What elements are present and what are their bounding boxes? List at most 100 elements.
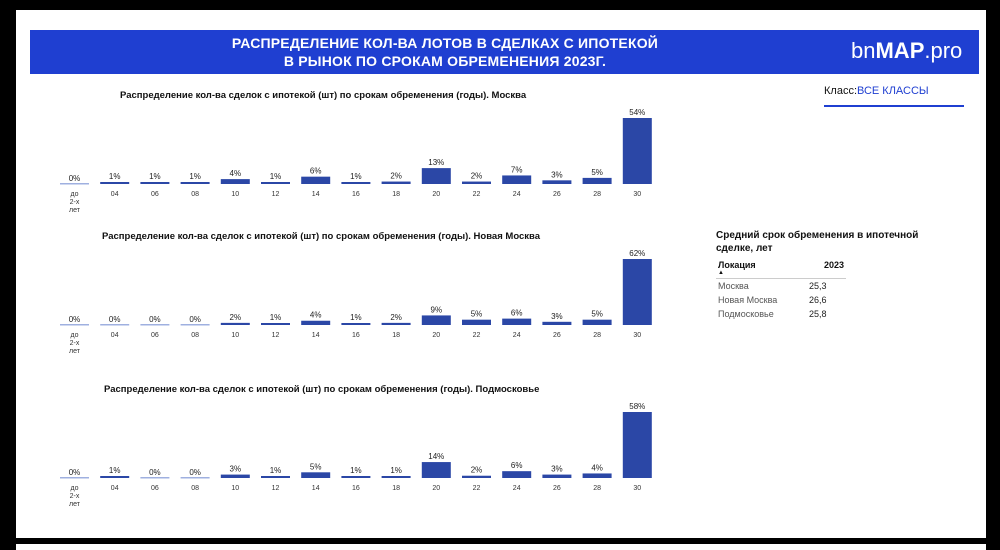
data-label: 1%	[350, 466, 362, 475]
chart-title-new-moscow: Распределение кол-ва сделок с ипотекой (…	[102, 231, 541, 242]
bar	[462, 181, 491, 184]
next-slide-edge	[16, 544, 986, 550]
data-label: 2%	[471, 466, 483, 475]
data-label: 0%	[189, 315, 201, 324]
data-label: 2%	[471, 172, 483, 181]
bar	[301, 472, 331, 478]
data-label: 54%	[629, 108, 645, 117]
row-location: Новая Москва	[718, 295, 778, 305]
x-tick-label: 08	[191, 191, 199, 198]
data-label: 0%	[69, 315, 81, 324]
bar	[60, 183, 89, 185]
bar	[341, 323, 371, 325]
bar	[622, 259, 652, 325]
bar	[180, 324, 210, 326]
x-tick-label: 26	[553, 191, 561, 198]
chart-moscow-svg: 0% до 2-х лет 1% 04 1% 06 1% 08 4% 10 1% 12 6% 14 1% 16 2%…	[60, 108, 652, 214]
avg-term-title: Средний срок обременения в ипотечной сде…	[716, 230, 919, 254]
x-tick-label: 26	[553, 485, 561, 492]
data-label: 9%	[431, 305, 443, 314]
data-label: 1%	[270, 466, 282, 475]
data-label: 0%	[69, 468, 81, 477]
data-label: 2%	[390, 313, 402, 322]
x-tick-label: 28	[593, 485, 601, 492]
row-value: 26,6	[809, 295, 827, 305]
x-tick-label: 22	[473, 332, 481, 339]
data-label: 2%	[390, 172, 402, 181]
data-label: 1%	[350, 313, 362, 322]
data-label: 0%	[149, 468, 161, 477]
bar	[542, 474, 572, 478]
bar	[582, 473, 612, 478]
bar	[582, 319, 612, 325]
data-label: 6%	[511, 461, 523, 470]
table-row: Москва 25,3	[716, 279, 846, 293]
data-label: 3%	[230, 465, 242, 474]
chart-moscow: 0% до 2-х лет 1% 04 1% 06 1% 08 4% 10 1% 12 6% 14 1% 16 2%…	[56, 106, 696, 226]
slide: РАСПРЕДЕЛЕНИЕ КОЛ-ВА ЛОТОВ В СДЕЛКАХ С И…	[16, 10, 986, 538]
bar	[341, 476, 371, 478]
logo-suffix: .pro	[924, 38, 963, 63]
x-tick-label: 22	[473, 191, 481, 198]
chart-title-moscow: Распределение кол-ва сделок с ипотекой (…	[120, 90, 527, 101]
data-label: 1%	[270, 172, 282, 181]
bar	[261, 323, 290, 325]
data-label: 3%	[551, 170, 563, 179]
class-filter-value[interactable]: ВСЕ КЛАССЫ	[857, 85, 929, 97]
x-tick-label: 30	[633, 485, 641, 492]
table-row: Подмосковье 25,8	[716, 307, 846, 321]
row-location: Москва	[718, 281, 749, 291]
bar	[220, 322, 250, 325]
sort-up-icon[interactable]: ▲	[718, 270, 724, 276]
col-location-header[interactable]: Локация ▲	[718, 260, 756, 278]
x-tick-label: 18	[392, 485, 400, 492]
x-tick-label: 10	[231, 485, 239, 492]
data-label: 4%	[591, 463, 603, 472]
bar	[622, 118, 652, 184]
x-tick-label: 24	[513, 485, 521, 492]
x-tick-label: 08	[191, 332, 199, 339]
logo-prefix: bn	[851, 38, 876, 63]
bar	[502, 471, 532, 478]
x-tick-label: 06	[151, 332, 159, 339]
data-label: 3%	[551, 465, 563, 474]
x-tick-label: 30	[633, 191, 641, 198]
bar	[542, 180, 572, 184]
x-tick-label: 14	[312, 332, 320, 339]
bar	[381, 181, 411, 184]
bar	[542, 321, 572, 325]
bar	[100, 476, 130, 478]
data-label: 4%	[310, 311, 322, 320]
bar	[381, 322, 411, 325]
x-tick-label: 10	[231, 332, 239, 339]
data-label: 13%	[428, 158, 444, 167]
data-label: 2%	[230, 313, 242, 322]
data-label: 1%	[109, 466, 121, 475]
data-label: 0%	[109, 315, 121, 324]
x-tick-label: 06	[151, 485, 159, 492]
x-tick-label: до 2-х лет	[69, 332, 81, 355]
x-tick-label: 20	[432, 485, 440, 492]
chart-moscow-region: 0% до 2-х лет 1% 04 0% 06 0% 08 3% 10 1% 12 5% 14 1% 16 1%…	[56, 400, 696, 520]
bar	[140, 324, 170, 326]
x-tick-label: 18	[392, 332, 400, 339]
table-row: Новая Москва 26,6	[716, 293, 846, 307]
data-label: 0%	[69, 174, 81, 183]
bar	[220, 179, 250, 184]
bar	[140, 182, 170, 184]
x-tick-label: 14	[312, 485, 320, 492]
data-label: 62%	[629, 249, 645, 258]
data-label: 58%	[629, 402, 645, 411]
x-tick-label: 04	[111, 191, 119, 198]
x-tick-label: 20	[432, 191, 440, 198]
bar	[622, 412, 652, 478]
bar	[100, 324, 130, 326]
x-tick-label: 14	[312, 191, 320, 198]
bar	[301, 320, 331, 325]
bnmap-logo: bnMAP.pro	[851, 38, 962, 64]
bar	[261, 182, 290, 184]
class-filter[interactable]: Класс:ВСЕ КЛАССЫ	[824, 85, 964, 107]
page-title-line1: РАСПРЕДЕЛЕНИЕ КОЛ-ВА ЛОТОВ В СДЕЛКАХ С И…	[231, 35, 659, 51]
data-label: 1%	[109, 172, 121, 181]
avg-term-table-header: Локация ▲ 2023	[716, 260, 846, 279]
